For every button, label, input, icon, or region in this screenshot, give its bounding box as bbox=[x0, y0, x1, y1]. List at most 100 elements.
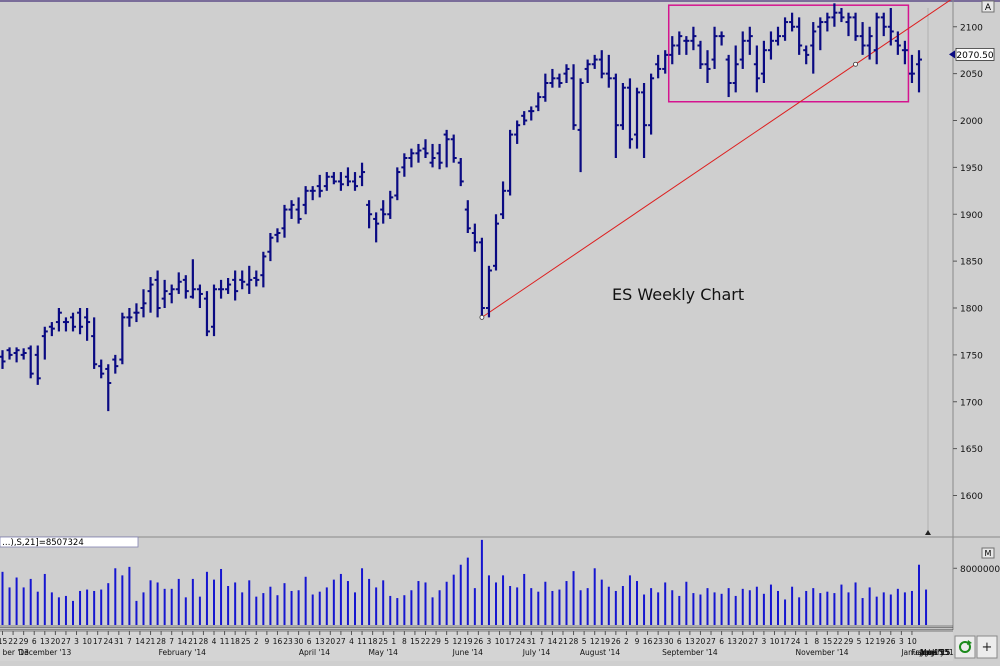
volume-scale-button-label: M bbox=[985, 549, 992, 558]
time-day-label: 8 bbox=[814, 637, 819, 646]
time-day-label: 14 bbox=[178, 637, 188, 646]
time-day-label: 26 bbox=[474, 637, 484, 646]
time-day-label: 9 bbox=[264, 637, 269, 646]
time-day-label: 12 bbox=[452, 637, 462, 646]
time-day-label: 30 bbox=[294, 637, 304, 646]
time-day-label: 28 bbox=[569, 637, 579, 646]
time-day-label: 22 bbox=[8, 637, 18, 646]
time-day-label: 13 bbox=[727, 637, 737, 646]
consolidation-range-box bbox=[667, 4, 910, 103]
time-day-label: 19 bbox=[875, 637, 885, 646]
time-day-label: 16 bbox=[643, 637, 653, 646]
volume-study-label-box bbox=[0, 536, 139, 548]
chart-title: ES Weekly Chart bbox=[612, 285, 744, 304]
time-day-label: 21 bbox=[188, 637, 198, 646]
pane-resize-marker[interactable] bbox=[925, 530, 931, 535]
scale-button[interactable] bbox=[981, 0, 995, 13]
time-day-label: 24 bbox=[103, 637, 113, 646]
time-day-label: 2 bbox=[254, 637, 259, 646]
time-day-label: 23 bbox=[283, 637, 293, 646]
time-month-label: November '14 bbox=[796, 648, 849, 657]
time-day-label: 14 bbox=[135, 637, 145, 646]
price-tick-label: 1650 bbox=[960, 445, 983, 455]
time-day-label: 4 bbox=[212, 637, 217, 646]
time-day-label: 29 bbox=[431, 637, 441, 646]
current-price-arrow bbox=[949, 50, 955, 59]
add-study-button-label: + bbox=[982, 640, 993, 655]
time-day-label: 3 bbox=[487, 637, 492, 646]
time-day-label: 5 bbox=[444, 637, 449, 646]
time-day-label: 11 bbox=[220, 637, 230, 646]
time-day-label: 13 bbox=[40, 637, 50, 646]
current-price-box bbox=[955, 48, 995, 61]
time-day-label: 28 bbox=[199, 637, 209, 646]
trendline-anchor-end[interactable] bbox=[853, 61, 858, 67]
time-day-label: 15 bbox=[410, 637, 420, 646]
time-day-label: 29 bbox=[844, 637, 854, 646]
time-month-label: September '14 bbox=[662, 648, 718, 657]
price-tick-label: 1900 bbox=[960, 211, 983, 221]
price-tick-label: 2100 bbox=[960, 23, 983, 33]
time-day-label: 24 bbox=[791, 637, 801, 646]
volume-scale-button[interactable] bbox=[981, 547, 995, 559]
time-month-label: June '15 bbox=[919, 648, 951, 657]
time-month-label: February '15 bbox=[911, 648, 958, 657]
time-day-label: 12 bbox=[590, 637, 600, 646]
time-day-label: 7 bbox=[169, 637, 174, 646]
price-tick-label: 1850 bbox=[960, 258, 983, 268]
time-day-label: 19 bbox=[463, 637, 473, 646]
time-month-label: May '15 bbox=[920, 648, 950, 657]
time-day-label: 6 bbox=[719, 637, 724, 646]
time-day-label: 10 bbox=[495, 637, 505, 646]
time-month-label: July '15 bbox=[920, 648, 949, 657]
time-day-label: 14 bbox=[548, 637, 558, 646]
time-day-label: 9 bbox=[635, 637, 640, 646]
time-day-label: 6 bbox=[307, 637, 312, 646]
time-day-label: 27 bbox=[336, 637, 346, 646]
time-axis-background bbox=[0, 631, 953, 661]
refresh-icon bbox=[959, 641, 971, 653]
time-day-label: 26 bbox=[611, 637, 621, 646]
time-day-label: 24 bbox=[516, 637, 526, 646]
time-day-label: 18 bbox=[230, 637, 240, 646]
refresh-button[interactable] bbox=[954, 635, 976, 659]
time-month-label: ber '13 bbox=[3, 648, 30, 657]
price-tick-label: 1600 bbox=[960, 492, 983, 502]
time-day-label: 2 bbox=[624, 637, 629, 646]
time-day-label: 3 bbox=[899, 637, 904, 646]
trendline-anchor-start[interactable] bbox=[479, 314, 485, 320]
time-day-label: 21 bbox=[146, 637, 156, 646]
price-tick-label: 2050 bbox=[960, 70, 983, 80]
time-day-label: 11 bbox=[357, 637, 367, 646]
time-day-label: 3 bbox=[762, 637, 767, 646]
price-tick-label: 2000 bbox=[960, 117, 983, 127]
time-day-label: 22 bbox=[421, 637, 431, 646]
time-day-label: 10 bbox=[82, 637, 92, 646]
time-day-label: 30 bbox=[664, 637, 674, 646]
volume-tick-label: 8000000 bbox=[960, 565, 1000, 575]
add-study-button[interactable] bbox=[976, 635, 998, 659]
time-month-label: April '14 bbox=[299, 648, 330, 657]
support-trendline bbox=[481, 0, 952, 318]
time-day-label: 5 bbox=[582, 637, 587, 646]
time-day-label: 25 bbox=[241, 637, 251, 646]
time-day-label: 21 bbox=[558, 637, 568, 646]
time-day-label: 10 bbox=[770, 637, 780, 646]
time-day-label: 17 bbox=[93, 637, 103, 646]
time-month-label: February '14 bbox=[159, 648, 206, 657]
price-tick-label: 1700 bbox=[960, 398, 983, 408]
time-day-label: 26 bbox=[886, 637, 896, 646]
time-day-label: 8 bbox=[402, 637, 407, 646]
time-day-label: 20 bbox=[326, 637, 336, 646]
time-day-label: 7 bbox=[539, 637, 544, 646]
time-day-label: 27 bbox=[706, 637, 716, 646]
time-month-label: April '15 bbox=[919, 648, 950, 657]
time-day-label: 23 bbox=[653, 637, 663, 646]
time-day-label: 20 bbox=[51, 637, 61, 646]
time-day-label: 5 bbox=[857, 637, 862, 646]
time-day-label: 25 bbox=[378, 637, 388, 646]
time-month-label: June '14 bbox=[452, 648, 484, 657]
time-day-label: 1 bbox=[804, 637, 809, 646]
